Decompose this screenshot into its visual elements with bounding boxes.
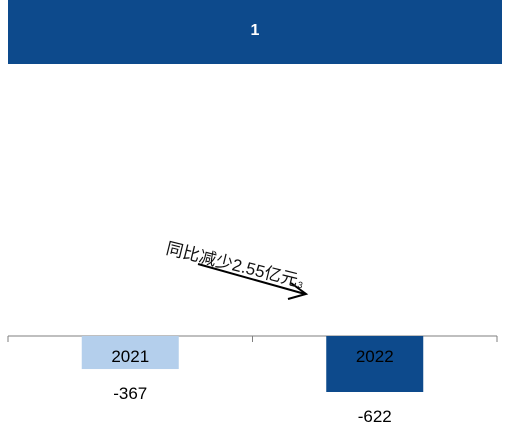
bar-2022 — [326, 336, 424, 392]
header-bar: 1 — [8, 0, 502, 64]
data-label-2022: -622 — [358, 407, 392, 423]
category-label-2022: 2022 — [356, 347, 394, 366]
category-label-2021: 2021 — [111, 347, 149, 366]
bar-2021 — [81, 336, 179, 370]
trend-arrow — [197, 263, 306, 295]
data-label-2021: -367 — [113, 384, 147, 403]
trend-arrowhead — [287, 282, 309, 300]
header-title: 1 — [250, 22, 260, 39]
